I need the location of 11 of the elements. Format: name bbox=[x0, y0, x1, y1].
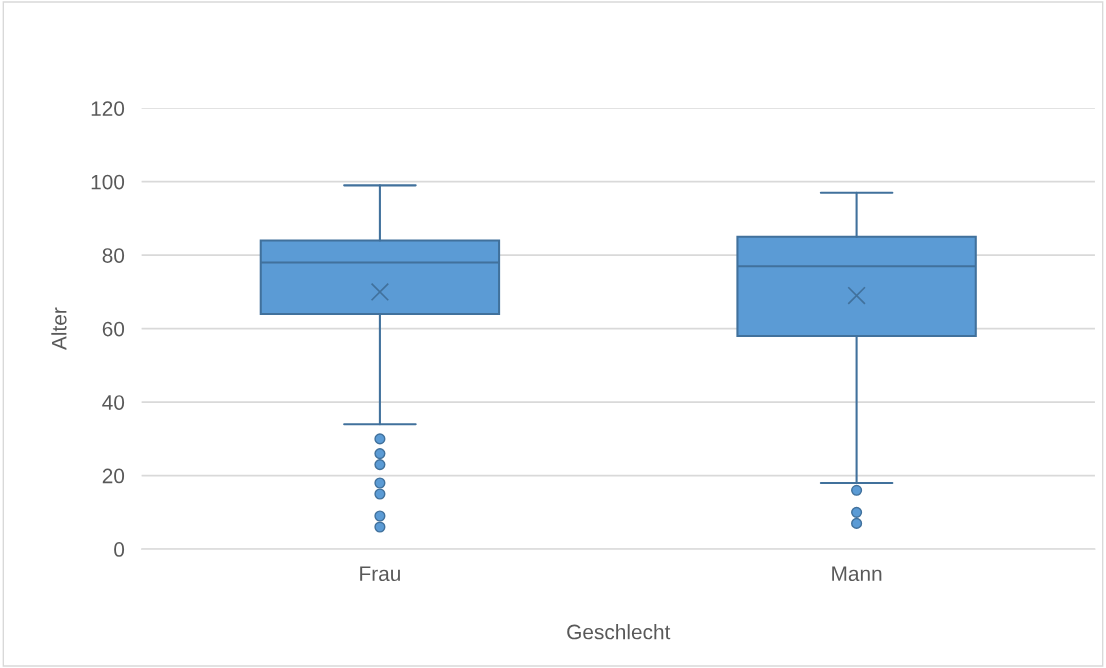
y-tick-label: 80 bbox=[102, 248, 125, 263]
x-tick-label: Frau bbox=[360, 566, 400, 582]
y-tick-label: 0 bbox=[114, 542, 125, 557]
y-tick-label: 120 bbox=[91, 101, 125, 116]
y-tick-label: 20 bbox=[102, 468, 125, 484]
y-tick-label: 100 bbox=[91, 174, 125, 190]
y-tick-label: 60 bbox=[102, 321, 125, 337]
x-axis-title: Geschlecht bbox=[567, 624, 671, 640]
y-tick-label: 40 bbox=[102, 395, 125, 410]
y-axis-title: Alter bbox=[51, 307, 67, 351]
x-tick-label: Mann bbox=[832, 566, 882, 582]
